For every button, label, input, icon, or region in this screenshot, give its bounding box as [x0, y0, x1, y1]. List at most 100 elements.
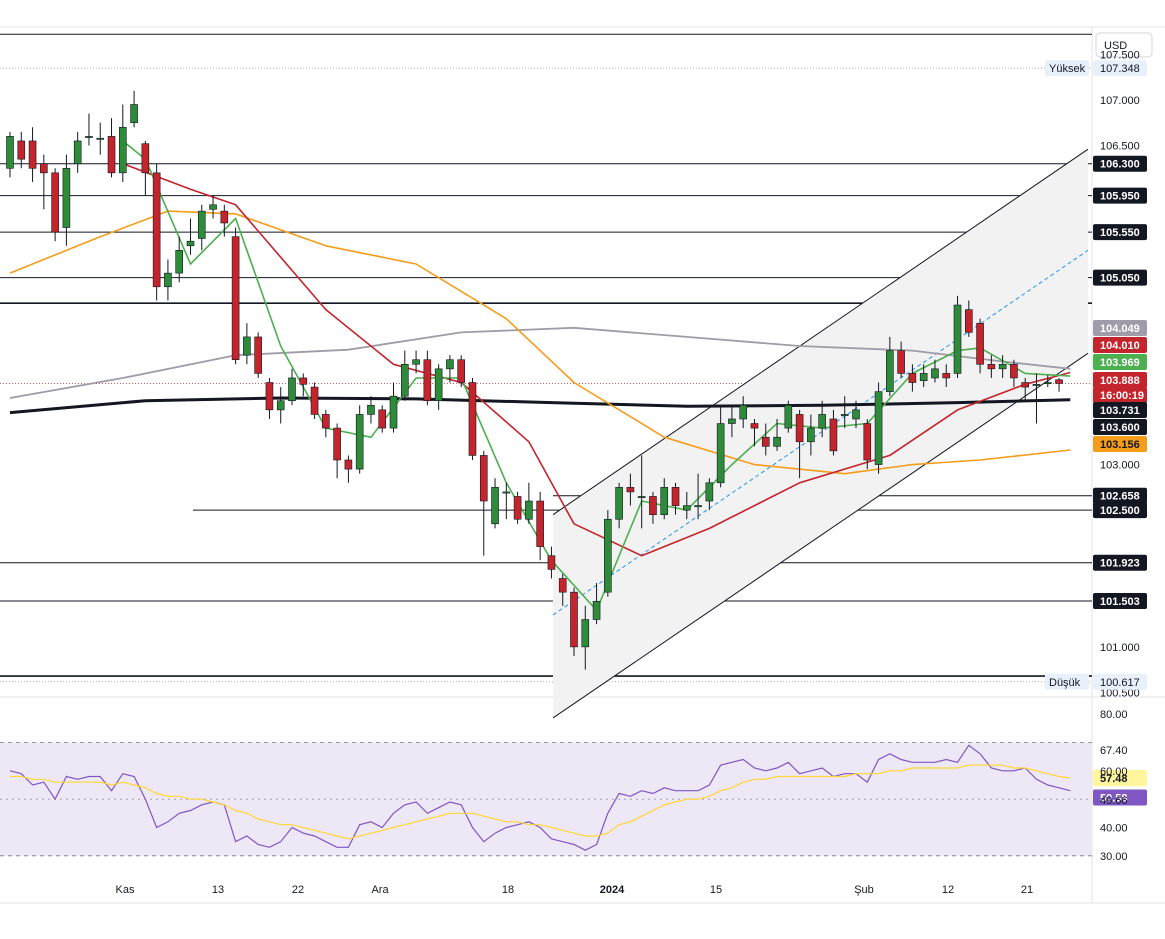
- candle-body: [558, 578, 567, 593]
- time-tick: Şub: [854, 884, 874, 896]
- candle: [186, 218, 195, 255]
- candle-body: [355, 414, 364, 470]
- candle: [739, 396, 748, 429]
- candle: [243, 323, 251, 365]
- candle: [682, 491, 691, 520]
- price-tag-bg: [1093, 419, 1147, 435]
- candle: [897, 341, 905, 378]
- level-tag: 105.050: [1100, 273, 1140, 285]
- price-tick: 107.000: [1100, 95, 1140, 107]
- rsi-tag-bg: [1093, 789, 1147, 806]
- high-marker-value-bg: [1093, 60, 1147, 77]
- candle-body: [6, 136, 14, 169]
- candle: [288, 368, 296, 406]
- candle-body: [1055, 379, 1063, 384]
- candle: [795, 409, 804, 479]
- candle-body: [919, 373, 928, 381]
- candle: [671, 482, 680, 515]
- candle: [51, 168, 59, 242]
- candle: [829, 409, 838, 456]
- candle: [197, 204, 206, 251]
- candle-body: [220, 210, 229, 224]
- candle: [434, 364, 443, 410]
- price-tag: 104.010: [1100, 340, 1140, 352]
- candle-body: [62, 167, 71, 228]
- level-tag-bg: [1093, 487, 1147, 504]
- candle-body: [400, 363, 409, 397]
- candle: [1010, 359, 1018, 388]
- candle: [615, 482, 623, 529]
- candle: [964, 300, 973, 337]
- ma-line-sma50: [9, 210, 1071, 475]
- candle-body: [615, 487, 623, 520]
- candle-body: [761, 436, 770, 447]
- channel-midline: [552, 249, 1089, 616]
- price-tag: 103.156: [1100, 439, 1140, 451]
- price-tag: 103.600: [1100, 422, 1140, 434]
- candle: [119, 104, 127, 182]
- candle-body: [310, 386, 319, 415]
- time-tick: Ara: [371, 884, 389, 896]
- price-tag-bg: [1093, 320, 1147, 336]
- candle-body: [874, 391, 883, 465]
- rsi-tick: 49.66: [1100, 795, 1128, 807]
- candles: [6, 90, 1063, 670]
- level-tag: 105.550: [1100, 227, 1140, 239]
- candle-body: [175, 250, 183, 274]
- candle-body: [976, 322, 984, 365]
- candle: [931, 359, 939, 383]
- candle: [637, 455, 646, 529]
- candle: [152, 163, 161, 301]
- price-tag-bg: [1093, 402, 1147, 418]
- candle: [784, 400, 793, 433]
- candle-body: [119, 126, 127, 174]
- rsi-line: [9, 744, 1071, 851]
- low-marker-label: Düşük: [1049, 677, 1081, 689]
- level-tag-bg: [1093, 502, 1147, 519]
- candle-body: [840, 414, 849, 416]
- candle-body: [434, 368, 443, 402]
- candle-body: [254, 336, 262, 374]
- time-tick: 15: [710, 884, 722, 896]
- candle-body: [671, 487, 680, 506]
- candle: [592, 583, 601, 625]
- candle-body: [446, 359, 454, 370]
- price-tag-bg: [1093, 436, 1147, 452]
- candle: [852, 400, 860, 429]
- candle: [660, 478, 669, 520]
- candle-body: [1043, 382, 1052, 385]
- channel-lower: [552, 352, 1089, 719]
- low-marker-value-bg: [1093, 673, 1147, 690]
- candle-body: [299, 377, 308, 385]
- candle-body: [637, 496, 646, 498]
- time-axis: Kas 13 22 Ara 18 2024 15 Şub 12 21: [116, 884, 1034, 896]
- candle: [254, 332, 262, 378]
- candle: [863, 418, 872, 470]
- time-tick: 21: [1021, 884, 1033, 896]
- candle: [378, 405, 387, 433]
- price-tick: 100.500: [1100, 687, 1140, 699]
- channel-upper: [552, 148, 1089, 516]
- candle-body: [964, 309, 973, 333]
- candle-body: [784, 404, 793, 429]
- price-tick: 107.500: [1100, 49, 1140, 61]
- rsi-tick: 67.40: [1100, 745, 1128, 757]
- candle-body: [626, 487, 635, 493]
- time-tick: 12: [942, 884, 954, 896]
- time-tick: 18: [502, 884, 514, 896]
- candle: [423, 350, 432, 406]
- candle: [457, 355, 466, 388]
- level-tag-bg: [1093, 593, 1147, 610]
- candle: [265, 377, 274, 419]
- candle: [479, 450, 488, 556]
- candle-body: [682, 505, 691, 511]
- candle-body: [333, 427, 341, 461]
- candle: [942, 364, 951, 388]
- candle-body: [728, 418, 736, 424]
- rsi-pane: 80.00 67.40 60.00 49.66 40.00 30.00: [0, 709, 1128, 863]
- candle-body: [547, 555, 556, 570]
- candle-body: [660, 487, 669, 515]
- candle-body: [85, 136, 93, 138]
- candle: [17, 131, 26, 169]
